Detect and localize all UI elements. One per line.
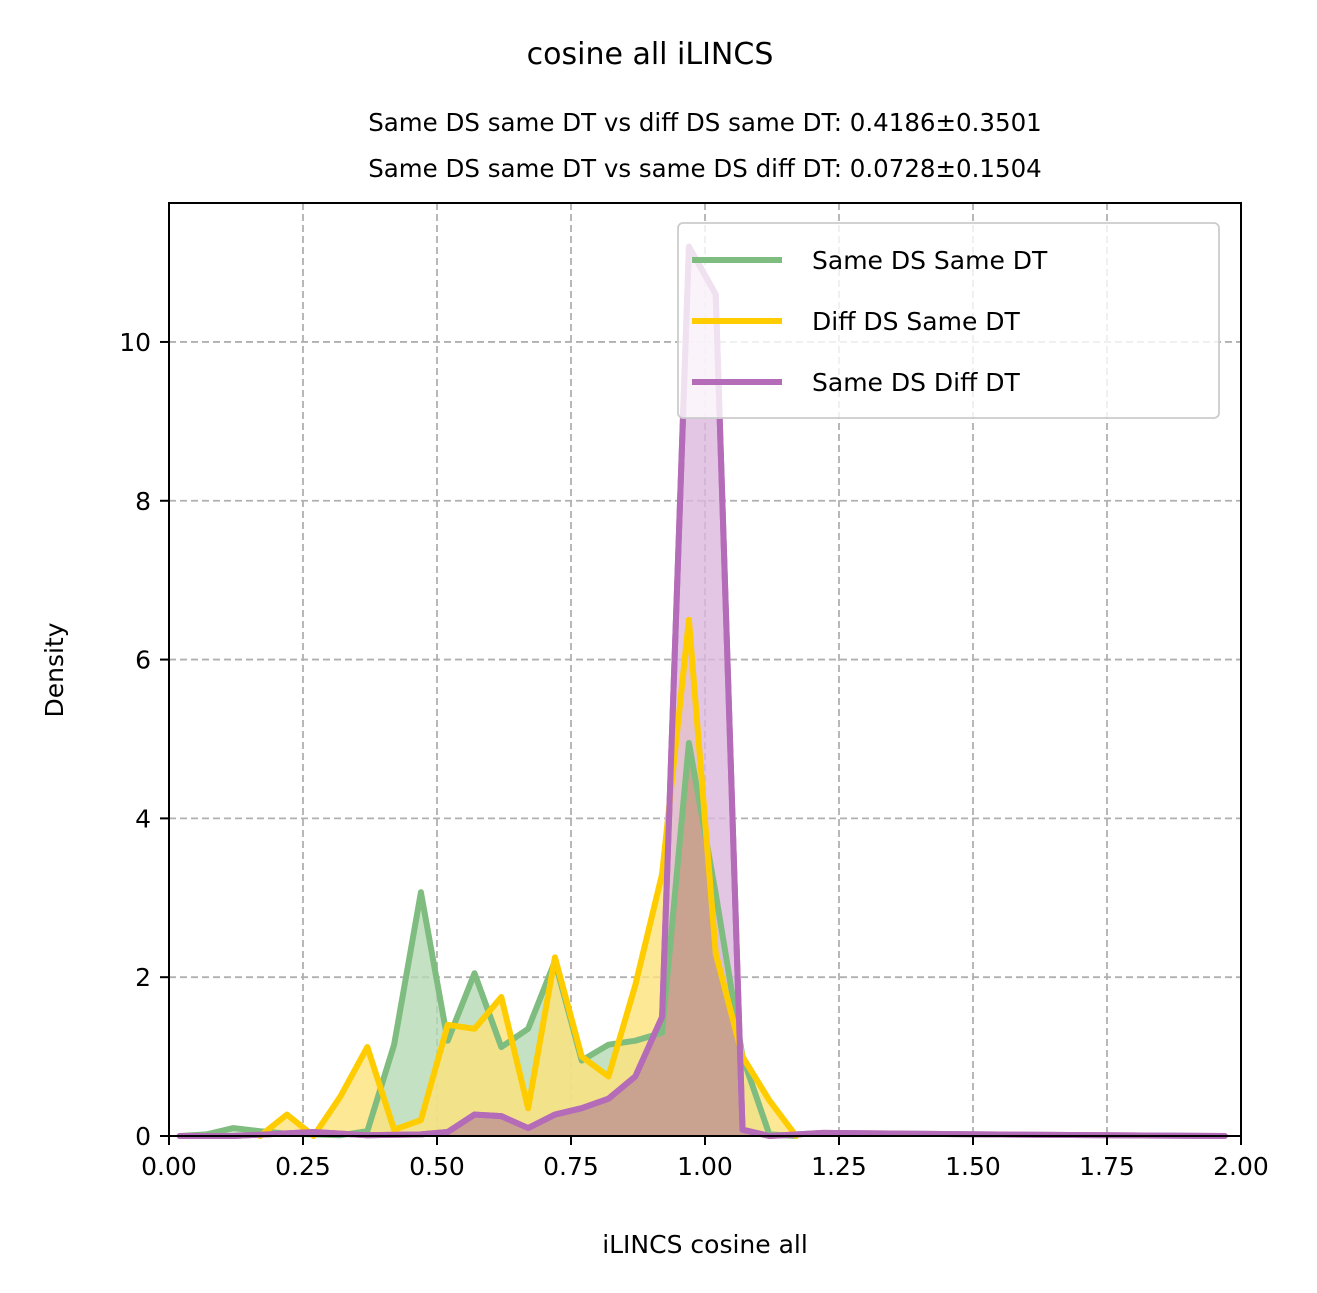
y-axis-ticks: 0 2 4 6 8 10 xyxy=(119,328,169,1151)
x-tick-label: 1.00 xyxy=(677,1152,733,1181)
x-tick-label: 0.00 xyxy=(141,1152,197,1181)
y-tick-label: 2 xyxy=(135,963,151,992)
line-same-ds-diff-dt xyxy=(176,243,1228,1139)
legend-box xyxy=(677,222,1220,419)
chart-subtitle-line-1: Same DS same DT vs diff DS same DT: 0.41… xyxy=(368,108,1042,137)
x-tick-label: 2.00 xyxy=(1213,1152,1269,1181)
x-tick-label: 0.25 xyxy=(275,1152,331,1181)
density-lines xyxy=(176,243,1228,1139)
legend-label-diff-ds-same-dt: Diff DS Same DT xyxy=(812,307,1021,336)
legend-label-same-ds-diff-dt: Same DS Diff DT xyxy=(812,368,1021,397)
y-tick-label: 10 xyxy=(119,328,151,357)
x-tick-label: 0.50 xyxy=(409,1152,465,1181)
area-same-ds-diff-dt xyxy=(179,246,1225,1136)
legend-label-same-ds-same-dt: Same DS Same DT xyxy=(812,246,1048,275)
x-tick-label: 1.25 xyxy=(811,1152,867,1181)
y-tick-label: 8 xyxy=(135,487,151,516)
y-tick-label: 4 xyxy=(135,804,151,833)
legend: Same DS Same DT Diff DS Same DT Same DS Di… xyxy=(677,222,1220,419)
x-tick-label: 1.50 xyxy=(945,1152,1001,1181)
chart-subtitle-line-2: Same DS same DT vs same DS diff DT: 0.07… xyxy=(368,154,1042,183)
y-tick-label: 0 xyxy=(135,1122,151,1151)
x-axis-ticks: 0.00 0.25 0.50 0.75 1.00 1.25 1.50 1.75 2.00 xyxy=(141,1136,1269,1181)
chart-title: cosine all iLINCS xyxy=(527,37,774,72)
y-tick-label: 6 xyxy=(135,646,151,675)
x-axis-label: iLINCS cosine all xyxy=(602,1230,808,1259)
x-tick-label: 1.75 xyxy=(1079,1152,1135,1181)
y-axis-label: Density xyxy=(40,622,69,717)
legend-items: Same DS Same DT Diff DS Same DT Same DS Di… xyxy=(692,246,1048,397)
x-tick-label: 0.75 xyxy=(543,1152,599,1181)
line-diff-ds-same-dt xyxy=(257,616,800,1139)
